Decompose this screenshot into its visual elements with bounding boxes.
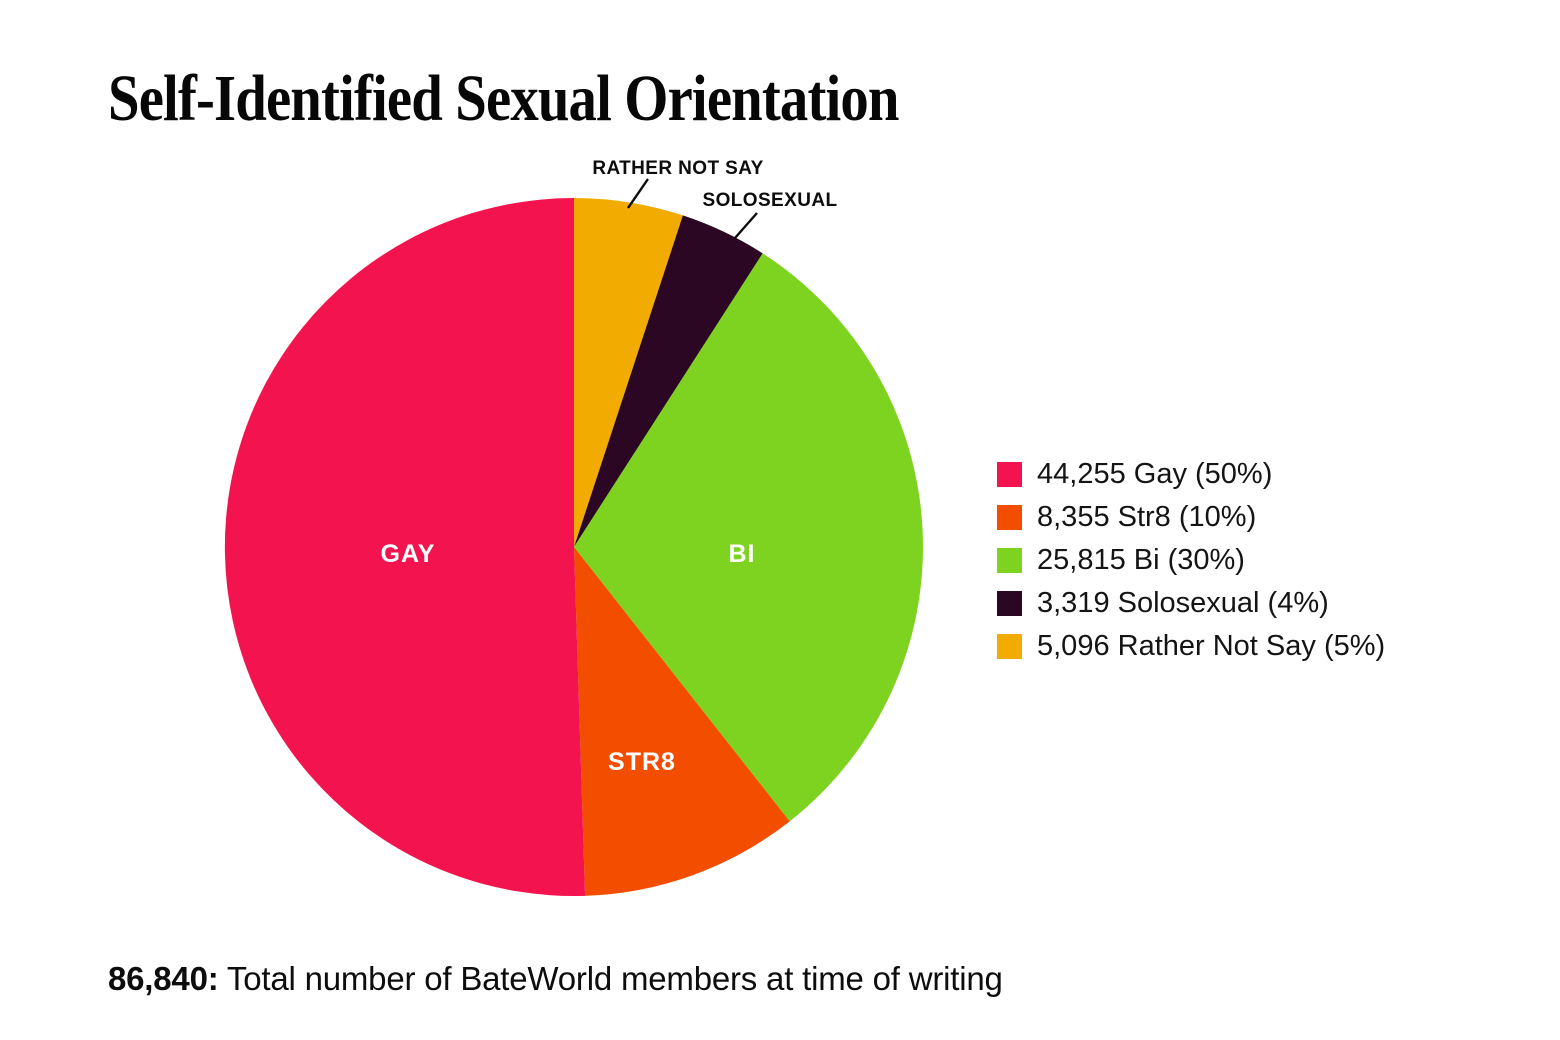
legend-item: 3,319 Solosexual (4%) xyxy=(997,588,1385,618)
legend-swatch xyxy=(997,590,1022,616)
legend-item: 8,355 Str8 (10%) xyxy=(997,502,1385,532)
legend-label: 44,255 Gay (50%) xyxy=(1037,457,1273,490)
legend-swatch xyxy=(997,504,1022,530)
total-members-value: 86,840: xyxy=(108,960,219,997)
legend-swatch xyxy=(997,633,1022,659)
legend-label: 5,096 Rather Not Say (5%) xyxy=(1037,629,1386,662)
slice-label-bi: BI xyxy=(729,540,756,568)
callout-label-rather-not-say: RATHER NOT SAY xyxy=(592,158,763,179)
legend-swatch xyxy=(997,547,1022,573)
pie-slice-rather-not-say xyxy=(574,198,683,547)
pie-slice-solosexual xyxy=(574,215,763,547)
legend-label: 3,319 Solosexual (4%) xyxy=(1037,586,1329,619)
slice-label-gay: GAY xyxy=(381,540,436,568)
legend-label: 8,355 Str8 (10%) xyxy=(1037,500,1257,533)
callout-line-solosexual xyxy=(734,212,758,239)
callout-line-rather-not-say xyxy=(627,178,649,209)
legend-item: 44,255 Gay (50%) xyxy=(997,459,1385,489)
legend-item: 5,096 Rather Not Say (5%) xyxy=(997,631,1385,661)
pie-slice-bi xyxy=(574,253,923,822)
slice-label-str8: STR8 xyxy=(608,748,676,776)
legend-label: 25,815 Bi (30%) xyxy=(1037,543,1245,576)
legend-item: 25,815 Bi (30%) xyxy=(997,545,1385,575)
chart-title: Self-Identified Sexual Orientation xyxy=(108,62,899,135)
legend-swatch xyxy=(997,461,1022,487)
callout-label-solosexual: SOLOSEXUAL xyxy=(703,190,838,211)
total-footnote: 86,840: Total number of BateWorld member… xyxy=(108,962,1003,995)
pie-slice-str8 xyxy=(574,547,790,896)
total-members-text: Total number of BateWorld members at tim… xyxy=(226,960,1003,997)
chart-legend: 44,255 Gay (50%) 8,355 Str8 (10%) 25,815 B… xyxy=(997,459,1385,661)
pie-slice-gay xyxy=(224,197,586,896)
